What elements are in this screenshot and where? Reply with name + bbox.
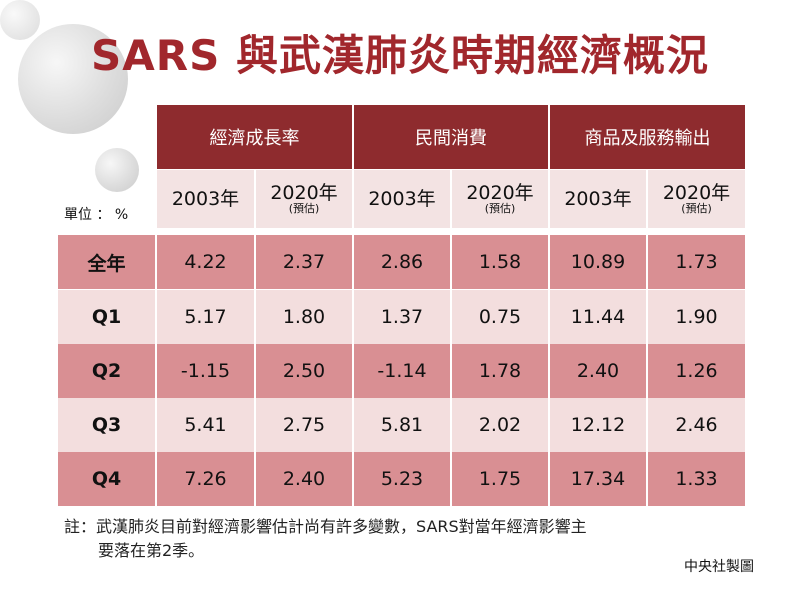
row-label: 全年 [58, 235, 155, 289]
year-label: 2020年 [662, 182, 731, 204]
estimate-note: (預估) [681, 202, 712, 215]
credit-label: 中央社製圖 [684, 559, 754, 575]
chart-title: SARS 與武漢肺炎時期經濟概況 [91, 31, 709, 80]
year-label: 2020年 [466, 182, 534, 204]
table-cell: 1.73 [648, 235, 745, 289]
table-cell: 1.90 [648, 290, 745, 344]
group-header-1: 經濟成長率 [157, 105, 352, 169]
table-cell: 2.46 [648, 398, 745, 452]
table-cell: 1.78 [452, 344, 548, 398]
table-cell: 2.37 [256, 235, 352, 289]
table-cell: 2.40 [550, 344, 646, 398]
table-cell: 1.37 [354, 290, 450, 344]
footnote: 註：武漢肺炎目前對經濟影響估計尚有許多變數，SARS對當年經濟影響主 要落在第2… [64, 515, 764, 563]
year-header-5: 2003年 [550, 170, 646, 228]
year-label: 2003年 [171, 188, 240, 210]
table-cell: 1.80 [256, 290, 352, 344]
table-cell: 12.12 [550, 398, 646, 452]
footnote-line-2: 要落在第2季。 [98, 541, 205, 560]
table-cell: -1.14 [354, 344, 450, 398]
table-cell: 7.26 [157, 452, 254, 506]
table-cell: 0.75 [452, 290, 548, 344]
table-cell: 5.81 [354, 398, 450, 452]
year-header-6: 2020年 (預估) [648, 170, 745, 228]
group-header-3: 商品及服務輸出 [550, 105, 745, 169]
year-label: 2003年 [368, 188, 436, 210]
table-cell: 1.33 [648, 452, 745, 506]
table-cell: 1.75 [452, 452, 548, 506]
table-cell: 2.86 [354, 235, 450, 289]
table-cell: 5.23 [354, 452, 450, 506]
table-cell: -1.15 [157, 344, 254, 398]
year-label: 2003年 [564, 188, 632, 210]
row-label: Q2 [58, 344, 155, 398]
virus-decoration-icon [18, 24, 128, 134]
table-cell: 2.50 [256, 344, 352, 398]
virus-decoration-icon [0, 0, 40, 40]
group-header-2: 民間消費 [354, 105, 548, 169]
year-header-1: 2003年 [157, 170, 254, 228]
table-cell: 5.17 [157, 290, 254, 344]
estimate-note: (預估) [484, 202, 516, 215]
table-cell: 10.89 [550, 235, 646, 289]
table-cell: 17.34 [550, 452, 646, 506]
row-label: Q3 [58, 398, 155, 452]
row-label: Q1 [58, 290, 155, 344]
table-cell: 2.02 [452, 398, 548, 452]
table-cell: 11.44 [550, 290, 646, 344]
year-header-4: 2020年 (預估) [452, 170, 548, 228]
table-cell: 1.58 [452, 235, 548, 289]
virus-decoration-icon [95, 148, 139, 192]
year-header-2: 2020年 (預估) [256, 170, 352, 228]
year-header-3: 2003年 [354, 170, 450, 228]
row-label: Q4 [58, 452, 155, 506]
table-cell: 1.26 [648, 344, 745, 398]
table-cell: 5.41 [157, 398, 254, 452]
year-label: 2020年 [270, 182, 338, 204]
table-cell: 2.75 [256, 398, 352, 452]
table-cell: 2.40 [256, 452, 352, 506]
estimate-note: (預估) [288, 202, 320, 215]
footnote-line-1: 註：武漢肺炎目前對經濟影響估計尚有許多變數，SARS對當年經濟影響主 [64, 517, 587, 536]
table-cell: 4.22 [157, 235, 254, 289]
unit-label: 單位 ： % [64, 207, 129, 223]
